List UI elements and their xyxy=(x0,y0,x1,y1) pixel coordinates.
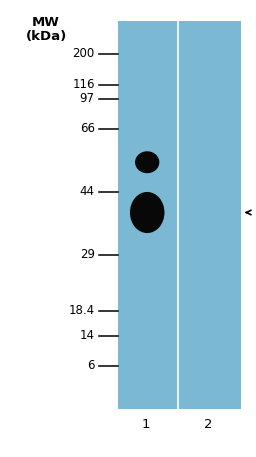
Text: 44: 44 xyxy=(80,186,95,198)
Text: 1: 1 xyxy=(142,418,150,430)
Text: 66: 66 xyxy=(80,122,95,135)
Text: 97: 97 xyxy=(80,92,95,105)
Text: 18.4: 18.4 xyxy=(69,304,95,317)
Text: 14: 14 xyxy=(80,329,95,342)
Text: 2: 2 xyxy=(204,418,213,430)
Text: MW
(kDa): MW (kDa) xyxy=(25,16,67,43)
Text: 200: 200 xyxy=(72,48,95,60)
Text: 29: 29 xyxy=(80,248,95,261)
Text: 6: 6 xyxy=(87,359,95,372)
Ellipse shape xyxy=(135,151,159,173)
Ellipse shape xyxy=(130,192,165,233)
Text: 116: 116 xyxy=(72,78,95,91)
Bar xyxy=(118,21,241,409)
